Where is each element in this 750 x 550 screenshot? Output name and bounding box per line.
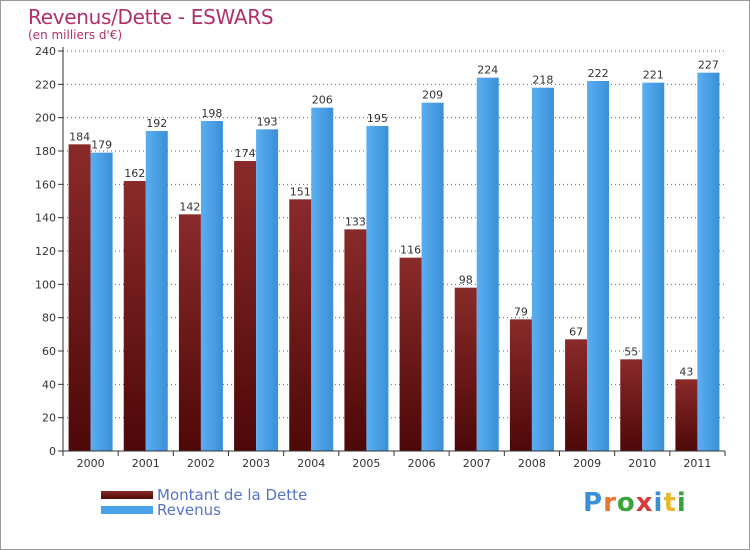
data-label-dette: 55 [624, 345, 638, 358]
y-tick-label: 220 [35, 78, 56, 91]
axis-layer: 0 20 40 60 80 100 120 140 160 180 200 220 240 2000 200… [35, 45, 726, 470]
data-label-dette: 174 [235, 147, 256, 160]
data-label-dette: 67 [569, 325, 583, 338]
x-tick-label: 2005 [352, 457, 380, 470]
bar-revenus-2010 [642, 82, 665, 452]
data-label-revenus: 206 [312, 94, 333, 107]
x-tick-label: 2001 [132, 457, 160, 470]
x-tick-label: 2006 [408, 457, 436, 470]
data-label-dette: 98 [459, 274, 473, 287]
bar-revenus-2006 [421, 102, 444, 452]
chart-title: Revenus/Dette - ESWARS [28, 5, 274, 29]
y-tick-label: 200 [35, 112, 56, 125]
bar-revenus-2003 [256, 129, 279, 452]
x-tick-label: 2002 [187, 457, 215, 470]
bar-dette-2007 [454, 287, 477, 451]
bar-dette-2008 [509, 319, 532, 451]
y-tick-label: 40 [42, 378, 56, 391]
data-label-dette: 184 [69, 130, 90, 143]
bars-layer [68, 72, 720, 452]
y-tick-label: 140 [35, 212, 56, 225]
bar-dette-2006 [399, 257, 422, 451]
bar-dette-2009 [565, 339, 588, 451]
bar-dette-2010 [620, 359, 643, 451]
data-label-revenus: 221 [643, 69, 664, 82]
bar-revenus-2002 [200, 121, 223, 451]
data-label-revenus: 179 [91, 139, 112, 152]
logo-letter: t [663, 488, 677, 518]
y-tick-label: 20 [42, 412, 56, 425]
data-label-revenus: 222 [588, 67, 609, 80]
x-tick-label: 2000 [77, 457, 105, 470]
data-label-dette: 79 [514, 305, 528, 318]
data-label-dette: 116 [400, 244, 421, 257]
logo-letter: i [653, 488, 664, 518]
data-label-revenus: 195 [367, 112, 388, 125]
logo-letter: r [603, 488, 617, 518]
legend-swatch-dette [101, 491, 153, 499]
y-tick-label: 120 [35, 245, 56, 258]
data-label-dette: 133 [345, 215, 366, 228]
y-tick-label: 80 [42, 312, 56, 325]
y-tick-label: 100 [35, 278, 56, 291]
proxiti-logo: Proxiti [583, 488, 687, 518]
data-label-revenus: 198 [201, 107, 222, 120]
data-label-dette: 142 [179, 200, 200, 213]
legend-label-dette: Montant de la Dette [157, 486, 308, 504]
data-label-dette: 162 [124, 167, 145, 180]
bar-revenus-2011 [697, 72, 720, 452]
legend-label-revenus: Revenus [157, 501, 221, 519]
bar-dette-2004 [289, 199, 312, 451]
x-tick-label: 2004 [297, 457, 325, 470]
bar-dette-2005 [344, 229, 367, 451]
data-label-revenus: 224 [477, 64, 498, 77]
bar-dette-2011 [675, 379, 698, 451]
x-tick-label: 2008 [518, 457, 546, 470]
y-tick-label: 160 [35, 178, 56, 191]
bar-dette-2001 [123, 181, 146, 451]
bar-dette-2003 [234, 161, 257, 451]
logo-letter: x [635, 488, 654, 518]
logo-letter: P [583, 488, 604, 518]
logo-letter: o [616, 488, 636, 518]
bar-revenus-2001 [145, 131, 168, 451]
data-label-revenus: 209 [422, 89, 443, 102]
chart-subtitle: (en milliers d'€) [28, 28, 123, 42]
bar-dette-2000 [68, 144, 91, 452]
y-tick-label: 240 [35, 45, 56, 58]
data-label-dette: 43 [679, 365, 693, 378]
y-tick-label: 0 [49, 445, 56, 458]
data-label-revenus: 227 [698, 59, 719, 72]
bar-dette-2002 [178, 214, 201, 451]
logo-letter: i [676, 488, 687, 518]
data-label-revenus: 218 [532, 74, 553, 87]
bar-revenus-2004 [311, 107, 334, 452]
x-tick-label: 2011 [683, 457, 711, 470]
x-tick-label: 2009 [573, 457, 601, 470]
x-tick-label: 2007 [463, 457, 491, 470]
x-tick-label: 2010 [628, 457, 656, 470]
bar-revenus-2005 [366, 126, 389, 451]
data-label-revenus: 192 [146, 117, 167, 130]
bar-revenus-2007 [476, 77, 499, 452]
bar-revenus-2000 [90, 152, 113, 451]
y-tick-label: 180 [35, 145, 56, 158]
data-label-revenus: 193 [257, 115, 278, 128]
x-tick-label: 2003 [242, 457, 270, 470]
bar-revenus-2008 [531, 87, 554, 452]
bar-revenus-2009 [587, 81, 610, 451]
data-label-dette: 151 [290, 185, 311, 198]
y-tick-label: 60 [42, 345, 56, 358]
legend-swatch-revenus [101, 506, 153, 514]
